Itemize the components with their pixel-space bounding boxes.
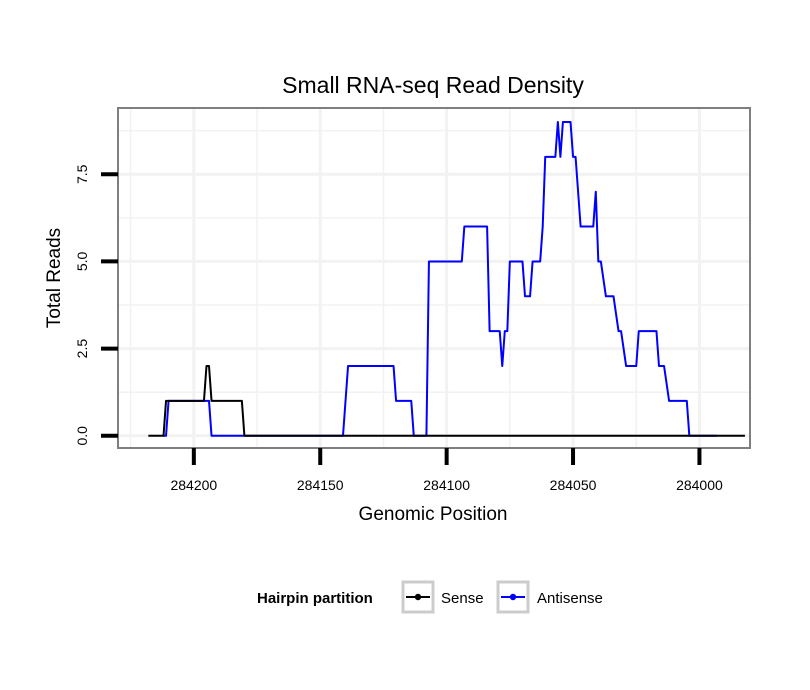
legend-title: Hairpin partition [257, 590, 373, 607]
plot-panel [117, 107, 751, 449]
legend-item-sense: Sense [401, 580, 484, 614]
y-tick-label: 0.0 [74, 426, 90, 446]
legend: Hairpin partition Sense Antisense [257, 580, 603, 614]
series-line-sense [148, 365, 745, 437]
x-tick-label: 284200 [170, 477, 217, 493]
legend-key-antisense-dot [509, 593, 517, 601]
x-axis: 284200 284150 284100 284050 284000 [170, 448, 723, 493]
series-line-antisense [163, 120, 718, 437]
y-axis: 0.0 2.5 5.0 7.5 [74, 164, 118, 446]
y-tick-label: 2.5 [74, 339, 90, 359]
legend-item-antisense: Antisense [496, 580, 603, 614]
y-tick-label: 7.5 [74, 164, 90, 184]
y-tick-label: 5.0 [74, 251, 90, 271]
legend-key-sense-dot [414, 593, 422, 601]
grid [118, 108, 750, 448]
x-tick-label: 284100 [423, 477, 470, 493]
legend-label-antisense: Antisense [537, 590, 603, 607]
legend-label-sense: Sense [441, 590, 484, 607]
x-axis-title: Genomic Position [359, 504, 508, 525]
chart-title: Small RNA-seq Read Density [282, 72, 584, 98]
x-tick-label: 284150 [297, 477, 344, 493]
x-tick-label: 284050 [550, 477, 597, 493]
y-axis-title: Total Reads [44, 228, 65, 328]
series-group [148, 120, 745, 437]
x-tick-label: 284000 [676, 477, 723, 493]
